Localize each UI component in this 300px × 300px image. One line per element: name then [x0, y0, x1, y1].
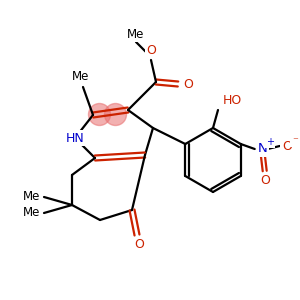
Text: HO: HO	[223, 94, 242, 106]
Text: N: N	[258, 142, 268, 155]
Circle shape	[88, 103, 110, 125]
Text: +: +	[266, 137, 274, 147]
Text: HN: HN	[66, 131, 84, 145]
Text: O: O	[282, 140, 292, 152]
Text: Me: Me	[72, 70, 90, 83]
Text: O: O	[146, 44, 156, 57]
Circle shape	[104, 103, 127, 125]
Text: O: O	[183, 77, 193, 91]
Text: O: O	[260, 175, 270, 188]
Text: Me: Me	[23, 206, 41, 220]
Text: Me: Me	[23, 190, 41, 203]
Text: ⁻: ⁻	[292, 136, 298, 146]
Text: O: O	[134, 238, 144, 251]
Text: Me: Me	[127, 28, 145, 40]
